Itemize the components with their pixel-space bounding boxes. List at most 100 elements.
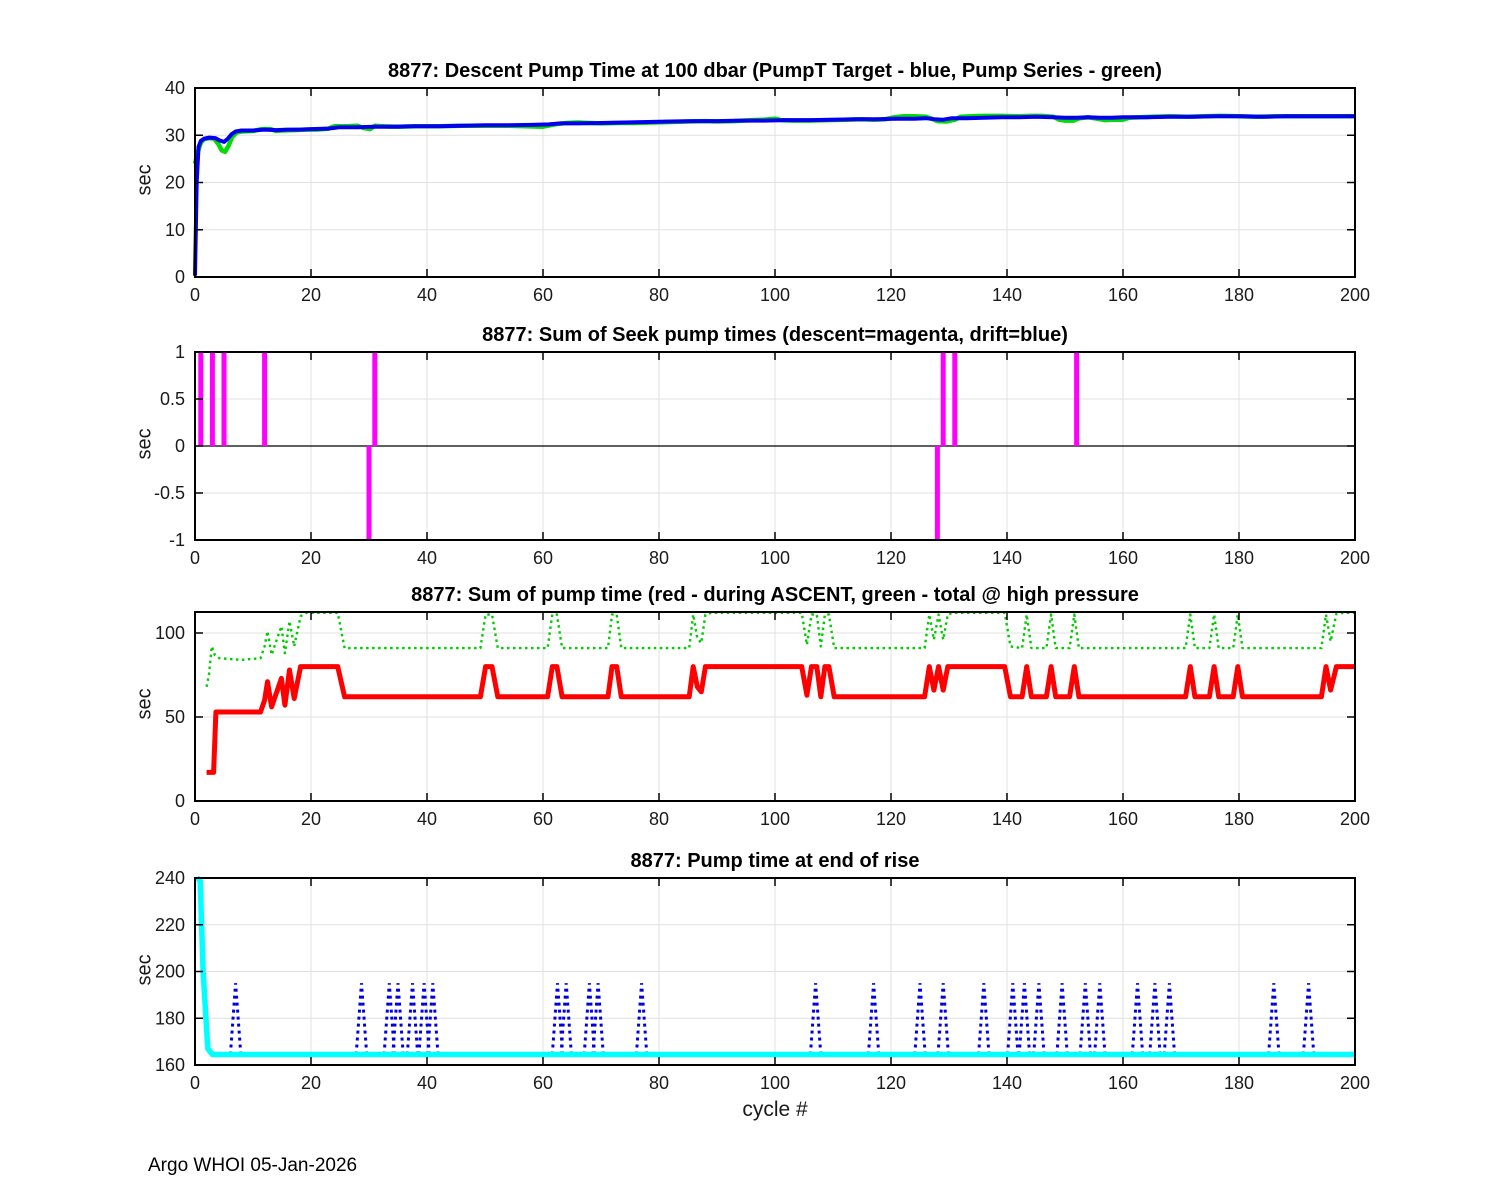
subplot4-xtick-label: 120 xyxy=(876,1073,906,1093)
subplot4-xtick-label: 60 xyxy=(533,1073,553,1093)
subplot2-xtick-label: 180 xyxy=(1224,548,1254,568)
subplot2-xtick-label: 40 xyxy=(417,548,437,568)
end-of-rise-dotted-blue xyxy=(591,983,605,1055)
subplot2-ylabel: sec xyxy=(133,428,156,460)
subplot1-xtick-label: 160 xyxy=(1108,285,1138,305)
subplot1-ytick-label: 30 xyxy=(165,125,185,145)
end-of-rise-dotted-blue xyxy=(1162,983,1177,1055)
subplot4-xtick-label: 160 xyxy=(1108,1073,1138,1093)
end-of-rise-dotted-blue xyxy=(634,983,649,1055)
subplot3-xtick-label: 180 xyxy=(1224,809,1254,829)
subplot2-xtick-label: 140 xyxy=(992,548,1022,568)
subplot3-xtick-label: 40 xyxy=(417,809,437,829)
subplot2-xtick-label: 100 xyxy=(760,548,790,568)
subplot2-xtick-label: 120 xyxy=(876,548,906,568)
end-of-rise-dotted-blue xyxy=(405,983,420,1055)
subplot3-xtick-label: 200 xyxy=(1340,809,1370,829)
subplot4-ylabel: sec xyxy=(133,954,156,986)
subplot1-xtick-label: 140 xyxy=(992,285,1022,305)
end-of-rise-dotted-blue xyxy=(936,983,950,1055)
subplot1-ytick-label: 40 xyxy=(165,78,185,98)
subplot1-xtick-label: 0 xyxy=(190,285,200,305)
subplot3-xtick-label: 80 xyxy=(649,809,669,829)
subplot1-xtick-label: 200 xyxy=(1340,285,1370,305)
end-of-rise-dotted-blue xyxy=(582,983,597,1055)
subplot4-xtick-label: 140 xyxy=(992,1073,1022,1093)
subplot4-xtick-label: 100 xyxy=(760,1073,790,1093)
end-of-rise-dotted-blue xyxy=(977,983,991,1055)
subplot3-ylabel: sec xyxy=(133,688,156,720)
subplot4-xtick-label: 20 xyxy=(301,1073,321,1093)
subplot2-ytick-label: -0.5 xyxy=(154,483,185,503)
subplot3-ytick-label: 100 xyxy=(155,623,185,643)
end-of-rise-dotted-blue xyxy=(1032,983,1046,1055)
end-of-rise-dotted-blue xyxy=(354,983,369,1055)
subplot2-xtick-label: 200 xyxy=(1340,548,1370,568)
figure-footer: Argo WHOI 05-Jan-2026 xyxy=(148,1155,358,1176)
end-of-rise-dotted-blue xyxy=(1006,983,1020,1055)
end-of-rise-dotted-blue xyxy=(1130,983,1145,1055)
end-of-rise-dotted-blue xyxy=(1301,983,1316,1055)
subplot1-xtick-label: 80 xyxy=(649,285,669,305)
subplot4-ytick-label: 200 xyxy=(155,962,185,982)
subplot3-xtick-label: 160 xyxy=(1108,809,1138,829)
subplot4-xtick-label: 200 xyxy=(1340,1073,1370,1093)
subplot3-xtick-label: 20 xyxy=(301,809,321,829)
subplot3-xtick-label: 140 xyxy=(992,809,1022,829)
end-of-rise-dotted-blue xyxy=(1017,983,1032,1055)
subplot1-title: 8877: Descent Pump Time at 100 dbar (Pum… xyxy=(388,60,1162,82)
end-of-rise-dotted-blue xyxy=(1078,983,1092,1055)
ascent-pump-red xyxy=(206,664,1355,775)
subplot3-xtick-label: 120 xyxy=(876,809,906,829)
end-of-rise-dotted-blue xyxy=(228,983,243,1055)
end-of-rise-dotted-blue xyxy=(1093,983,1107,1055)
pumpt-target-blue xyxy=(193,114,1355,276)
subplot4-ytick-label: 180 xyxy=(155,1008,185,1028)
subplot4-ytick-label: 240 xyxy=(155,868,185,888)
subplot1-ylabel: sec xyxy=(133,164,156,196)
subplot1-ytick-label: 10 xyxy=(165,220,185,240)
subplot2-ytick-label: 0.5 xyxy=(160,389,185,409)
subplot2-title: 8877: Sum of Seek pump times (descent=ma… xyxy=(482,324,1068,346)
subplot2-xtick-label: 20 xyxy=(301,548,321,568)
end-of-rise-cyan xyxy=(195,875,1355,1058)
subplot3-xtick-label: 100 xyxy=(760,809,790,829)
subplot3-xtick-label: 0 xyxy=(190,809,200,829)
subplot2-xtick-label: 160 xyxy=(1108,548,1138,568)
total-high-pressure-green-dotted xyxy=(205,611,1355,688)
subplot1-xtick-label: 100 xyxy=(760,285,790,305)
subplot3-title: 8877: Sum of pump time (red - during ASC… xyxy=(411,584,1139,606)
subplot4-xtick-label: 0 xyxy=(190,1073,200,1093)
end-of-rise-dotted-blue xyxy=(382,983,396,1055)
end-of-rise-dotted-blue xyxy=(1267,983,1281,1055)
end-of-rise-dotted-blue xyxy=(559,983,573,1055)
subplot1-xtick-label: 60 xyxy=(533,285,553,305)
subplot4-title: 8877: Pump time at end of rise xyxy=(630,850,920,872)
subplot4-ytick-label: 220 xyxy=(155,915,185,935)
subplot4-xtick-label: 180 xyxy=(1224,1073,1254,1093)
subplot2-ytick-label: 0 xyxy=(175,436,185,456)
subplot4-xtick-label: 40 xyxy=(417,1073,437,1093)
subplot4-xtick-label: 80 xyxy=(649,1073,669,1093)
end-of-rise-dotted-blue xyxy=(866,983,881,1055)
subplot2-xtick-label: 0 xyxy=(190,548,200,568)
subplot3-ytick-label: 50 xyxy=(165,707,185,727)
x-axis-label: cycle # xyxy=(742,1098,808,1121)
end-of-rise-dotted-blue xyxy=(1148,983,1162,1055)
end-of-rise-dotted-blue xyxy=(391,983,405,1055)
subplot1-ytick-label: 20 xyxy=(165,173,185,193)
subplot2-xtick-label: 80 xyxy=(649,548,669,568)
end-of-rise-dotted-blue xyxy=(417,983,431,1055)
end-of-rise-dotted-blue xyxy=(913,983,927,1055)
subplot2-ytick-label: 1 xyxy=(175,342,185,362)
end-of-rise-dotted-blue xyxy=(426,983,440,1055)
end-of-rise-dotted-blue xyxy=(1055,983,1069,1055)
subplot2-ytick-label: -1 xyxy=(169,530,185,550)
end-of-rise-dotted-blue xyxy=(808,983,823,1055)
subplot1-xtick-label: 120 xyxy=(876,285,906,305)
subplot3-ytick-label: 0 xyxy=(175,791,185,811)
subplot1-xtick-label: 40 xyxy=(417,285,437,305)
subplot2-xtick-label: 60 xyxy=(533,548,553,568)
